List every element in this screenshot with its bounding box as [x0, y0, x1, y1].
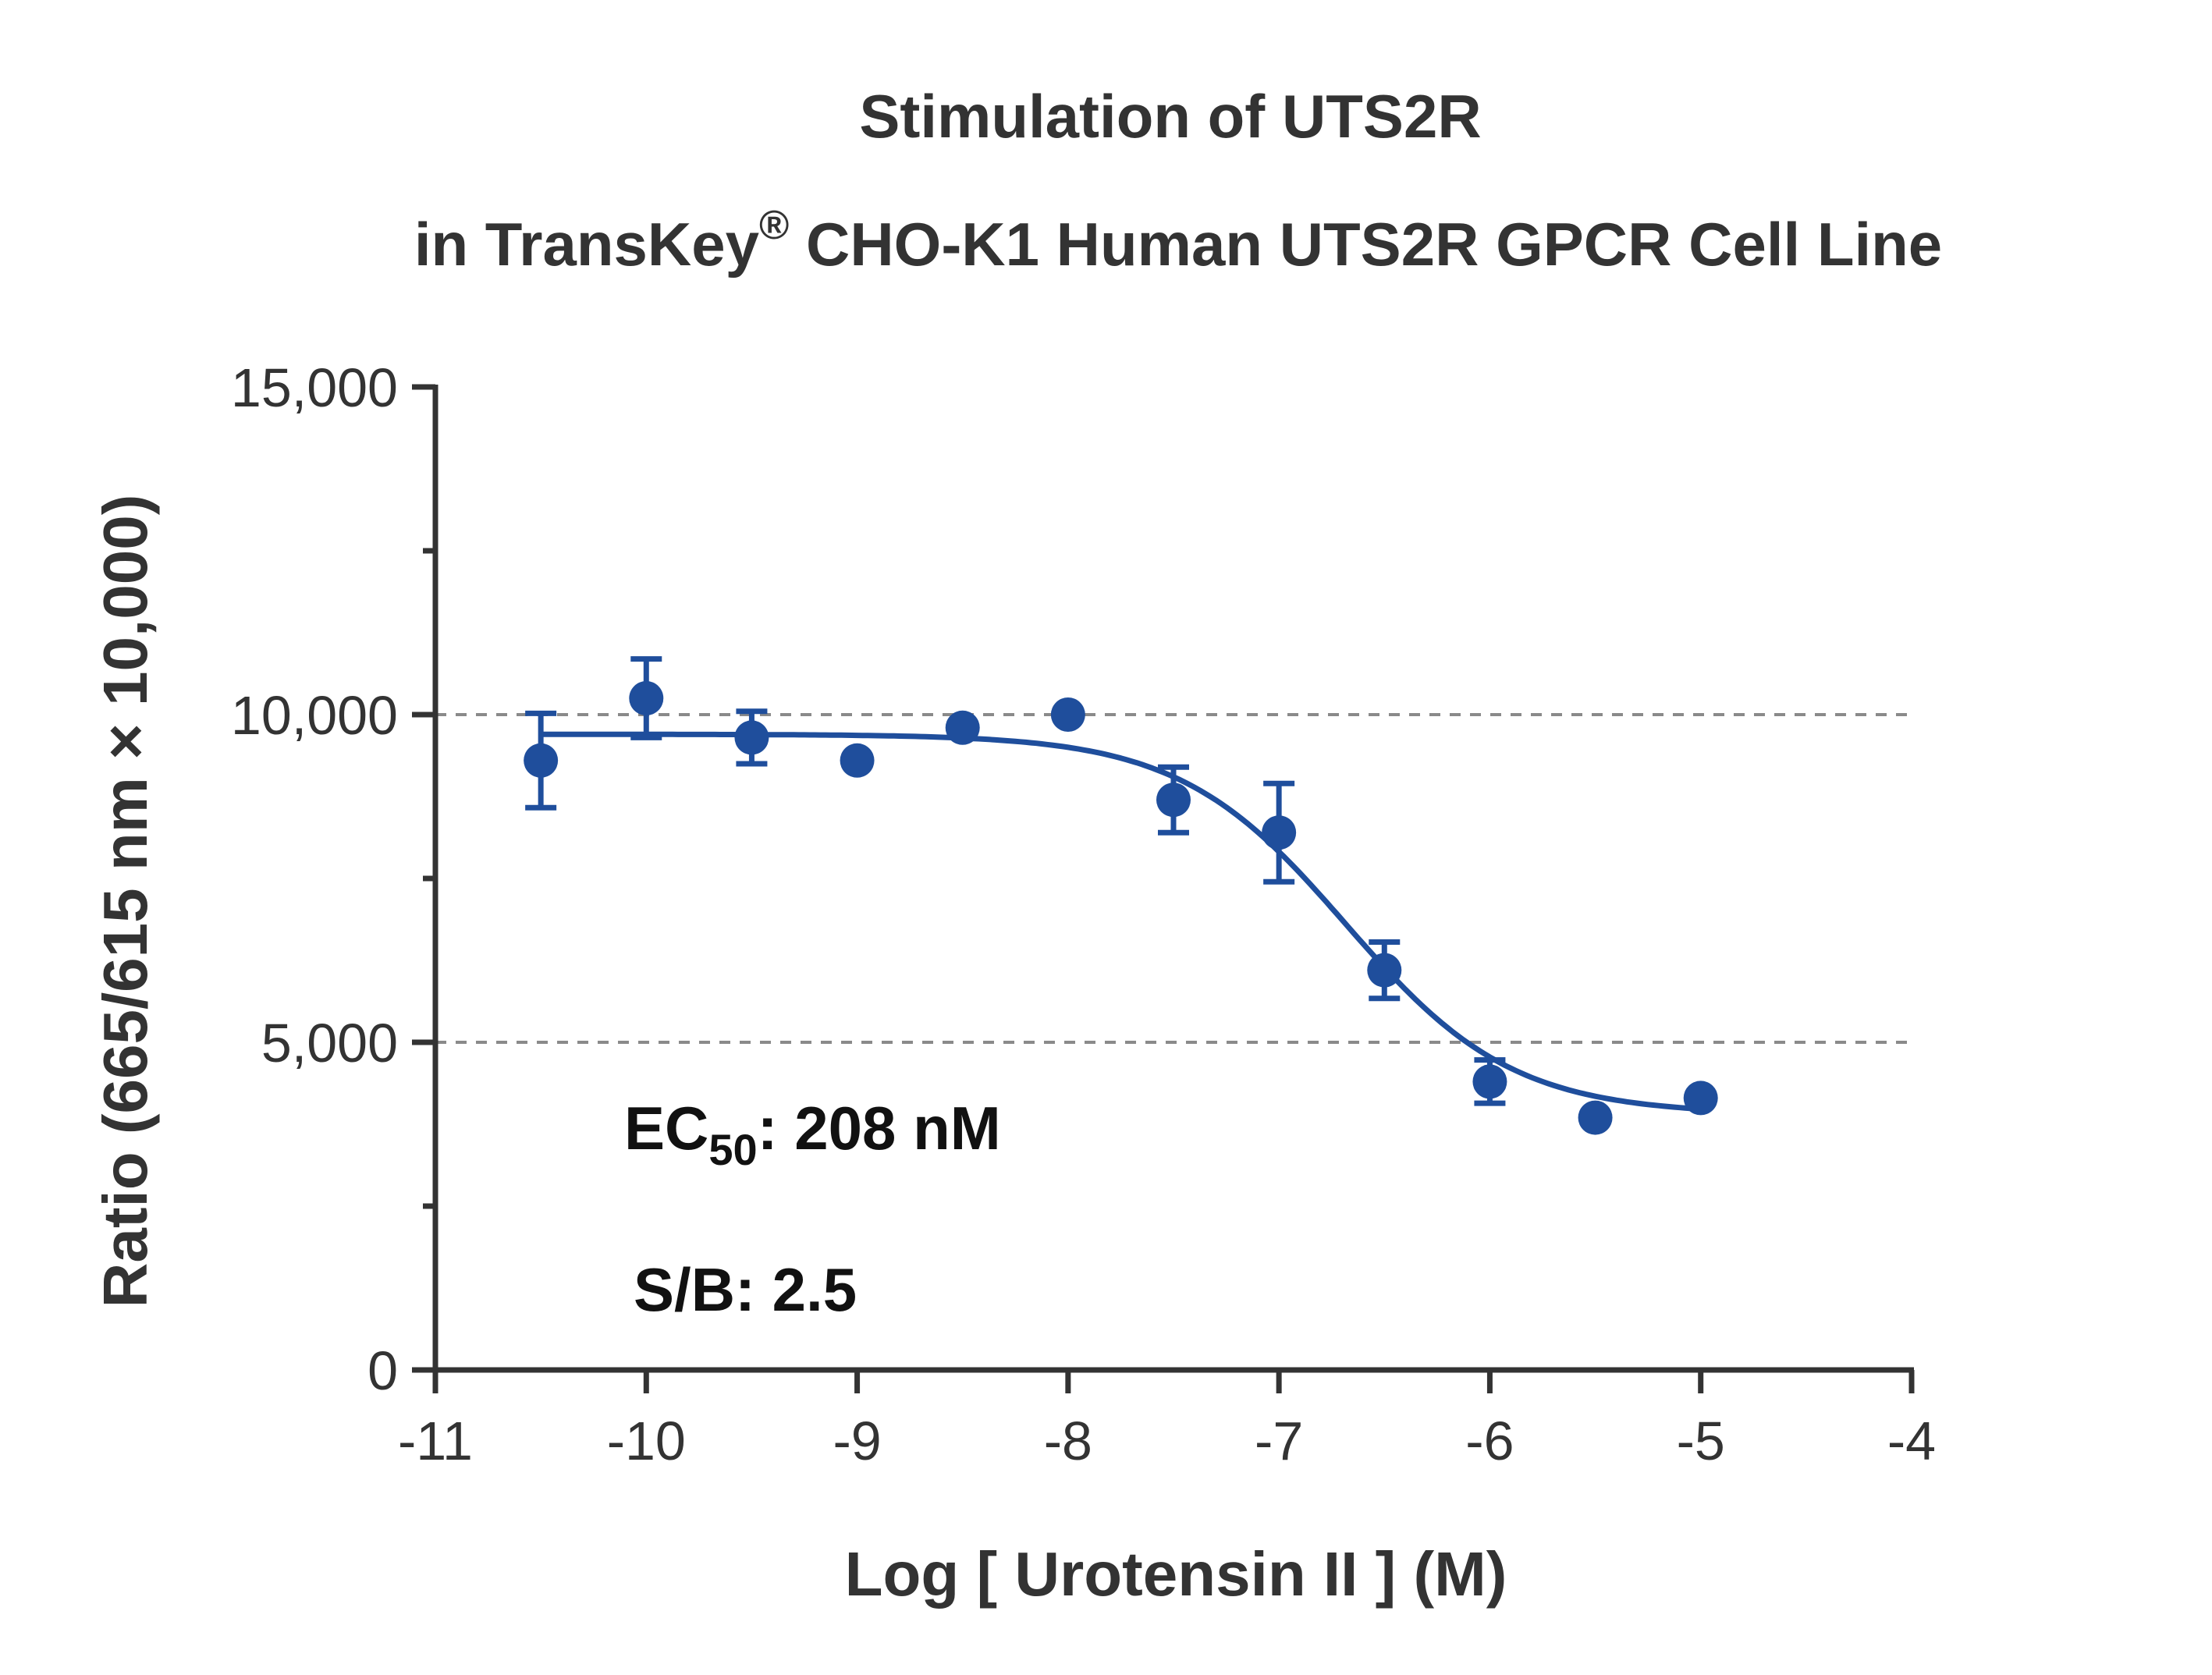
fit-curve: [541, 731, 1701, 1113]
error-bars: [525, 656, 1506, 1106]
data-point: [945, 710, 980, 745]
x-tick-label: -10: [607, 1411, 686, 1471]
data-point: [1050, 697, 1085, 732]
y-axis-ticks: 0 5,000 10,000 15,000: [231, 357, 435, 1401]
y-tick-label: 5,000: [261, 1013, 398, 1073]
chart-title-line1: Stimulation of UTS2R: [859, 82, 1481, 151]
y-axis-label: Ratio (665/615 nm × 10,000): [91, 495, 160, 1308]
fit-curve-group: [541, 731, 1701, 1113]
x-tick-label: -5: [1677, 1411, 1725, 1471]
sb-annotation: S/B: 2.5: [634, 1255, 857, 1324]
chart-title-line2: in TransKey® CHO-K1 Human UTS2R GPCR Cel…: [414, 203, 1942, 279]
ec50-value: : 208 nM: [758, 1094, 1001, 1162]
x-tick-label: -4: [1887, 1411, 1936, 1471]
data-point: [1262, 815, 1297, 850]
data-point: [1578, 1100, 1613, 1135]
x-tick-label: -6: [1465, 1411, 1514, 1471]
ec50-annotation: EC50: 208 nM: [624, 1094, 1001, 1174]
data-points: [524, 681, 1718, 1135]
y-tick-label: 0: [367, 1340, 398, 1401]
chart-title-line2-suffix: CHO-K1 Human UTS2R GPCR Cell Line: [789, 210, 1942, 279]
x-tick-label: -9: [833, 1411, 881, 1471]
data-point: [629, 681, 664, 715]
data-point: [1367, 953, 1402, 988]
chart-title-line2-prefix: in TransKey: [414, 210, 759, 279]
x-axis-label: Log [ Urotensin II ] (M): [845, 1539, 1507, 1609]
data-point: [1156, 782, 1191, 818]
y-tick-label: 15,000: [231, 357, 398, 418]
x-tick-label: -7: [1255, 1411, 1303, 1471]
x-tick-label: -8: [1044, 1411, 1092, 1471]
data-point: [1472, 1064, 1507, 1099]
x-axis-ticks: -11 -10 -9 -8 -7 -6 -5 -4: [398, 1370, 1936, 1471]
x-tick-label: -11: [398, 1411, 473, 1471]
data-point: [524, 743, 559, 778]
gridlines: [435, 713, 1912, 1044]
ec50-subscript: 50: [708, 1125, 757, 1174]
data-point: [734, 720, 769, 755]
y-tick-label: 10,000: [231, 685, 398, 746]
axes: [432, 385, 1914, 1373]
ec50-prefix: EC: [624, 1094, 708, 1162]
registered-mark: ®: [759, 203, 789, 248]
data-point: [840, 743, 875, 778]
data-point: [1683, 1081, 1718, 1116]
